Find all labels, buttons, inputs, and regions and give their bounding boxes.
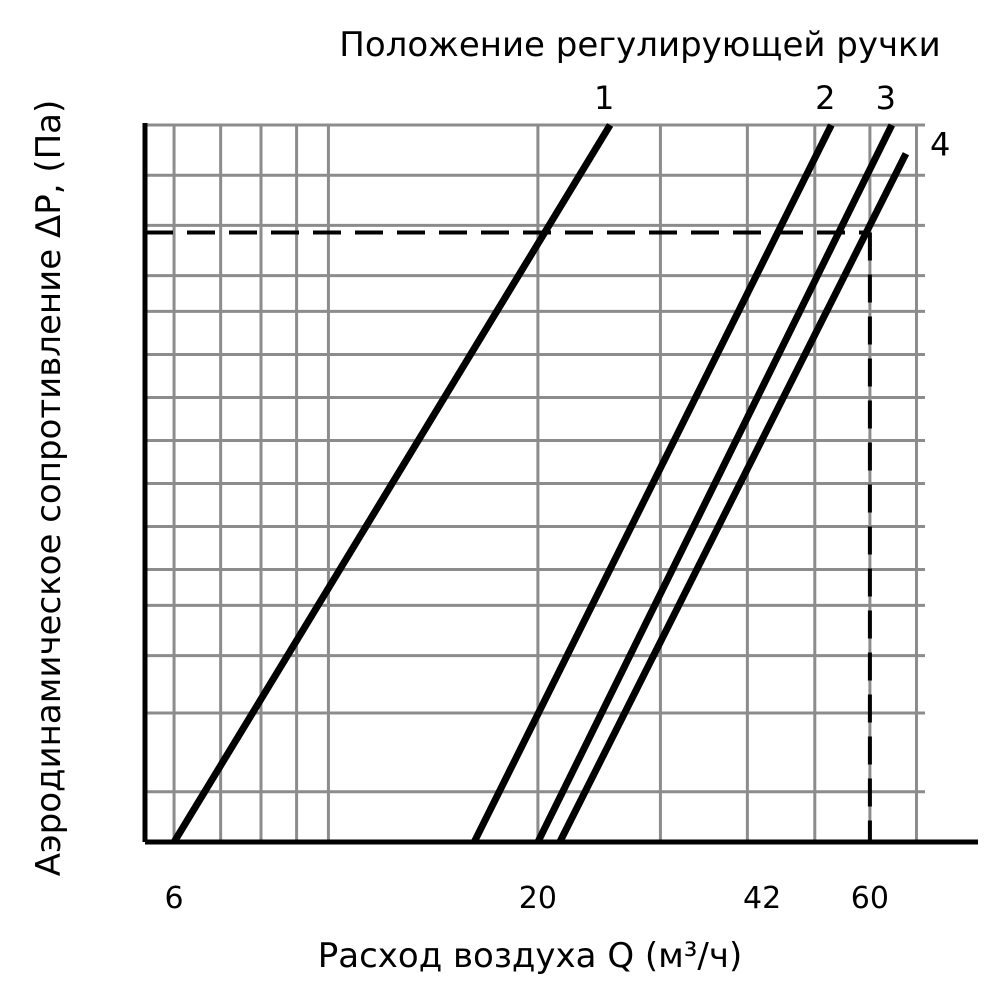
series-lines <box>171 123 910 844</box>
reference-lines <box>145 230 872 842</box>
x-axis-label: Расход воздуха Q (м³/ч) <box>318 936 743 976</box>
series-labels: 1 2 34 <box>594 79 950 164</box>
series-line-4 <box>556 152 910 844</box>
series-label-4: 4 <box>930 126 950 164</box>
series-label-2: 2 <box>815 79 835 117</box>
x-tick-labels: 6 20 42 60 <box>165 881 889 916</box>
series-line-1 <box>171 123 614 844</box>
y-axis-label: Аэродинамическое сопротивление ΔP, (Па) <box>29 100 69 877</box>
x-tick-label: 6 <box>165 881 184 916</box>
series-line-2 <box>471 123 835 844</box>
chart-title: Положение регулирующей ручки <box>339 25 940 65</box>
series-label-3: 3 <box>876 79 896 117</box>
series-label-1: 1 <box>594 79 614 117</box>
x-tick-label: 20 <box>519 881 557 916</box>
x-tick-label: 42 <box>743 881 781 916</box>
x-tick-label: 60 <box>851 881 889 916</box>
axes <box>142 123 978 845</box>
series-line-3 <box>534 123 895 844</box>
